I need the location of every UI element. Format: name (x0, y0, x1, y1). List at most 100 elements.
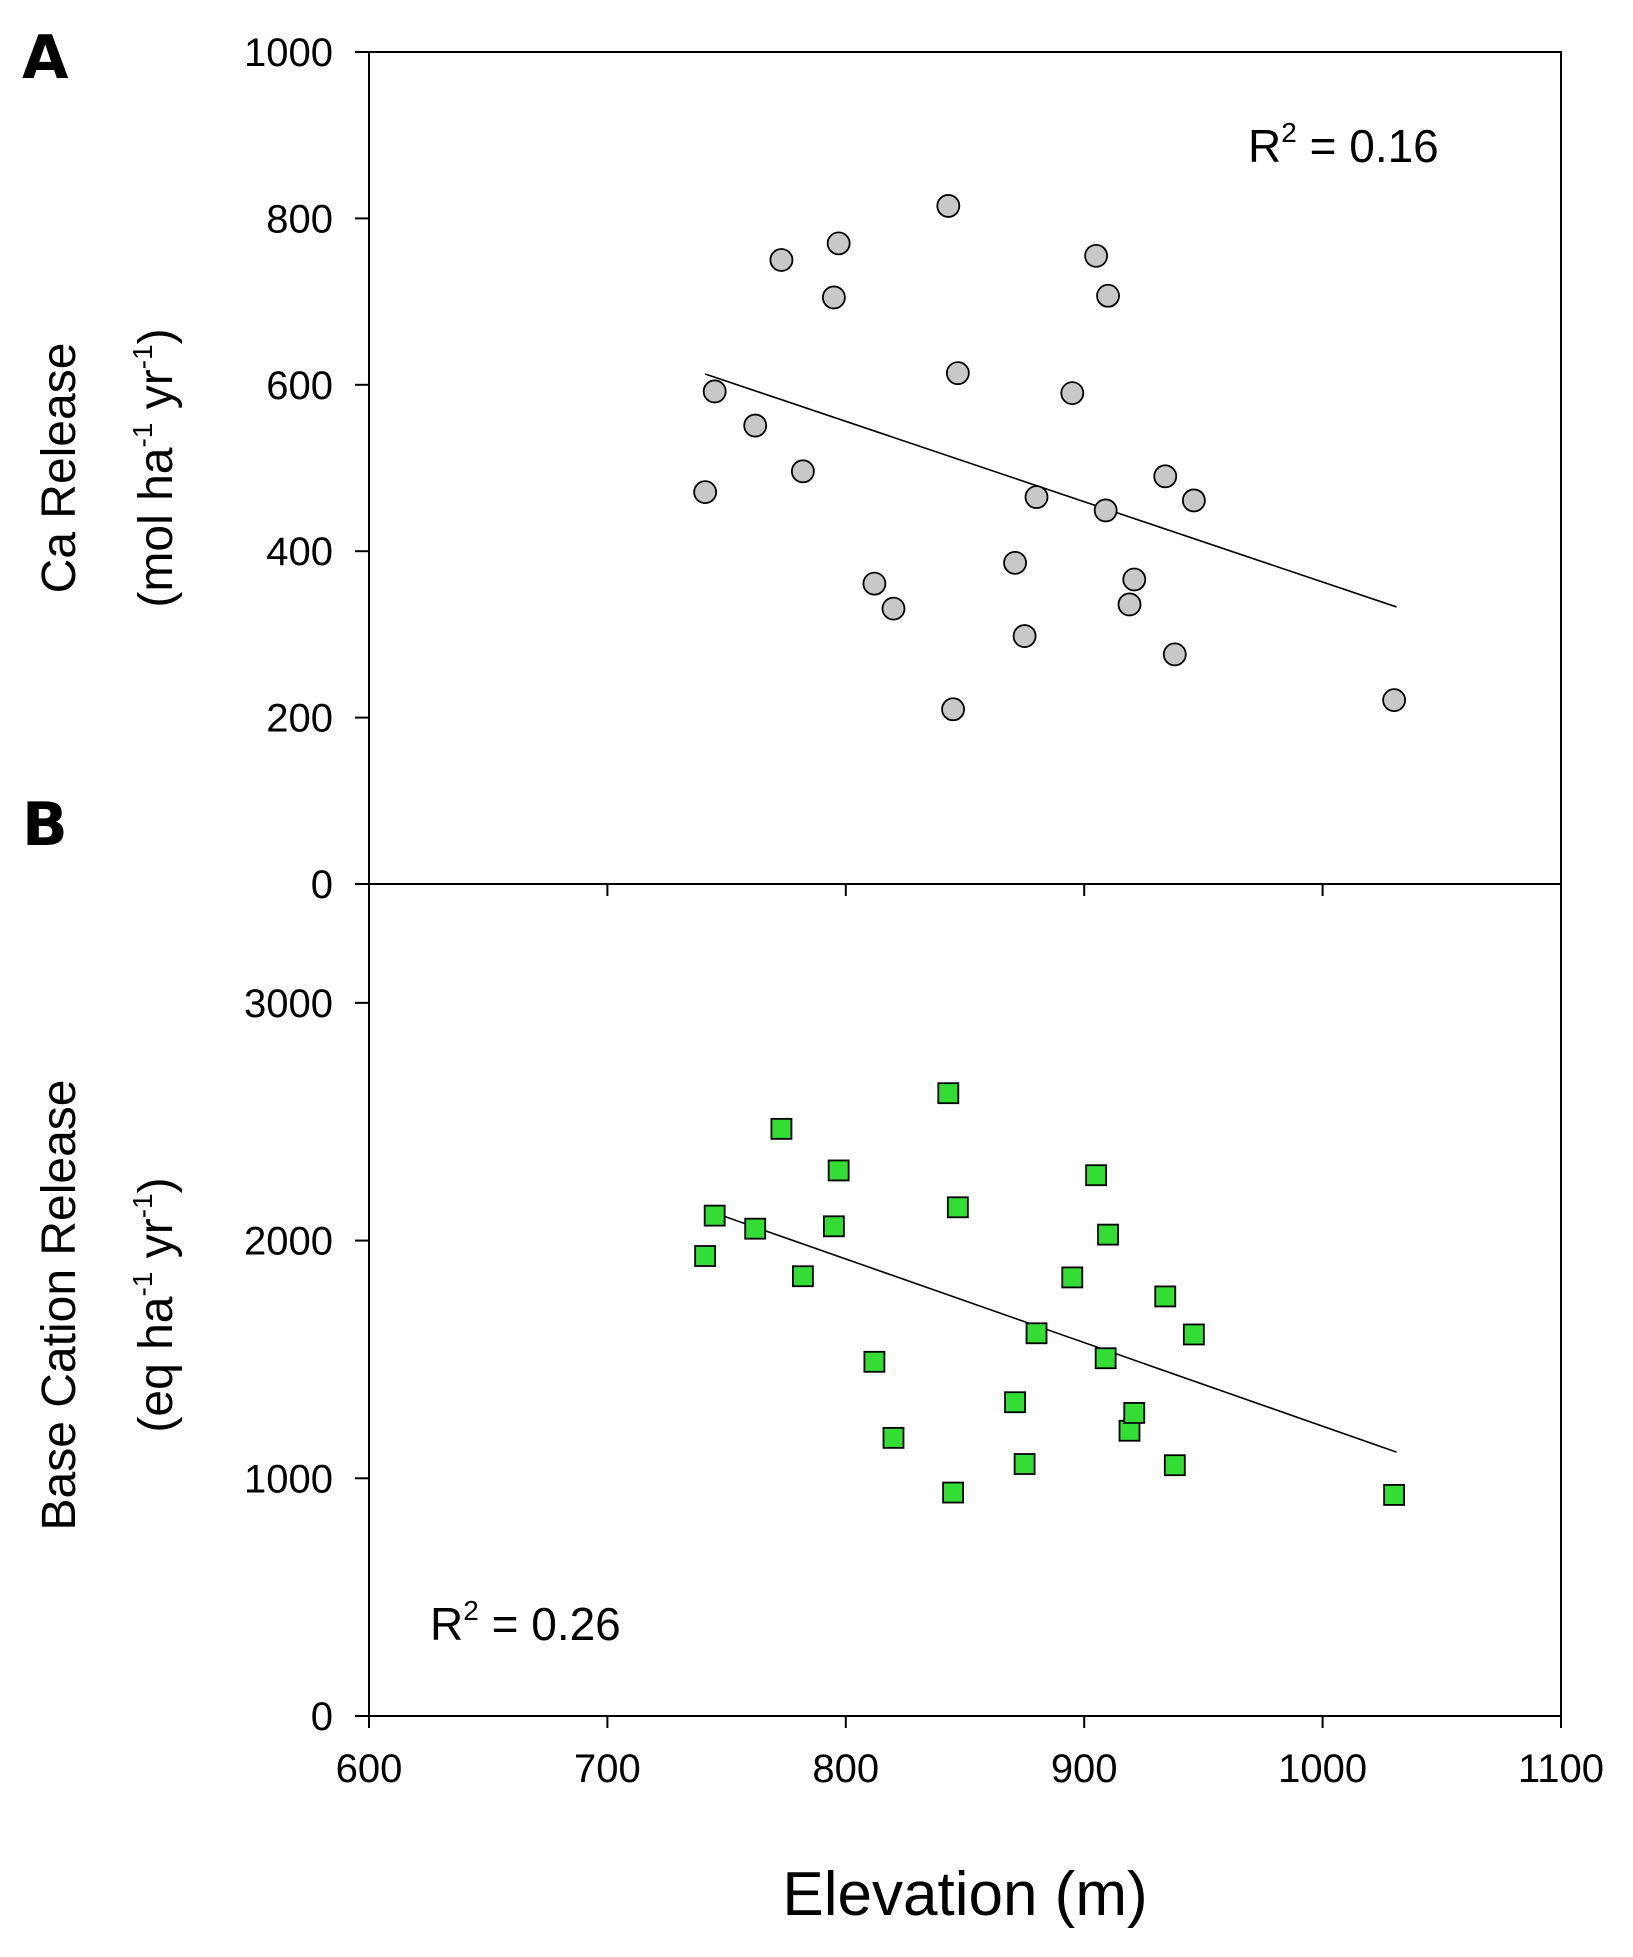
y-tick-label: 800 (266, 197, 333, 241)
data-point (1013, 1453, 1036, 1475)
unit-sup2: -1 (127, 344, 158, 369)
panel-a-ylabel-units: (mol ha-1 yr-1) (127, 328, 183, 607)
data-point (1382, 688, 1407, 713)
y-tick-label: 3000 (244, 982, 333, 1026)
data-point (1060, 381, 1085, 406)
data-point (790, 459, 815, 484)
panel-b: 0 1000 2000 3000 600 700 800 900 1000 1100 R2 = … (33, 883, 1604, 1929)
data-point (1094, 1347, 1117, 1370)
data-point (1025, 1322, 1048, 1345)
unit-sup1: -1 (127, 1272, 158, 1297)
panel-a-points (693, 194, 1407, 722)
panel-a-frame (368, 51, 1562, 885)
panel-a-r-squared: R2 = 0.16 (1248, 117, 1439, 172)
data-point (743, 413, 768, 438)
panel-a: 0 200 400 600 800 1000 R2 = 0.16 Ca Release (… (33, 31, 1562, 907)
data-point (1153, 464, 1178, 489)
data-point (882, 1426, 905, 1449)
y-tick-label: 0 (311, 863, 333, 907)
y-tick-label: 1000 (244, 31, 333, 75)
r2-sup: 2 (463, 1595, 479, 1626)
data-point (1123, 1402, 1146, 1424)
panel-b-ylabel-units: (eq ha-1 yr-1) (127, 1177, 183, 1432)
data-point (1097, 1223, 1119, 1246)
data-point (1154, 1285, 1177, 1308)
data-point (946, 1196, 969, 1219)
panel-b-frame (368, 883, 1562, 1717)
unit-post: ) (130, 328, 183, 344)
data-point (862, 571, 887, 596)
data-point (1181, 488, 1206, 513)
r2-sup: 2 (1281, 117, 1297, 148)
r2-base: R (1248, 120, 1281, 172)
x-tick-label: 1000 (1278, 1747, 1367, 1791)
data-point (821, 285, 846, 310)
data-point (702, 379, 727, 404)
panel-a-x-ticks (368, 884, 1562, 896)
y-tick-label: 2000 (244, 1220, 333, 1264)
data-point (1004, 1391, 1026, 1414)
unit-mid: yr (130, 369, 183, 422)
data-point (1084, 243, 1109, 268)
data-point (693, 480, 718, 505)
panel-b-letter: B (22, 790, 68, 860)
data-point (863, 1350, 886, 1373)
y-tick-label: 400 (266, 530, 333, 574)
y-tick-label: 1000 (244, 1457, 333, 1501)
unit-sup2: -1 (127, 1193, 158, 1218)
data-point (1093, 498, 1118, 523)
r2-base: R (430, 1598, 463, 1650)
data-point (694, 1245, 717, 1267)
x-tick-label: 800 (812, 1747, 879, 1791)
data-point (937, 1082, 960, 1105)
unit-sup1: -1 (127, 423, 158, 448)
panel-b-x-ticks: 600 700 800 900 1000 1100 (336, 1716, 1604, 1791)
data-point (945, 361, 970, 386)
data-point (936, 194, 961, 218)
unit-pre: (mol ha (130, 447, 183, 607)
data-point (1096, 283, 1120, 308)
unit-pre: (eq ha (130, 1296, 183, 1432)
data-point (942, 1481, 964, 1504)
data-point (1122, 567, 1147, 592)
panel-a-y-ticks: 0 200 400 600 800 1000 (244, 31, 369, 907)
data-point (791, 1265, 814, 1288)
data-point (826, 231, 851, 256)
panel-b-ylabel: Base Cation Release (33, 1080, 86, 1531)
x-tick-label: 700 (574, 1747, 641, 1791)
panel-a-letter: A (22, 23, 69, 93)
x-tick-label: 900 (1051, 1747, 1118, 1791)
unit-mid: yr (130, 1218, 183, 1271)
x-tick-label: 600 (336, 1747, 403, 1791)
x-axis-label: Elevation (m) (782, 1860, 1147, 1929)
data-point (744, 1217, 767, 1240)
y-tick-label: 0 (311, 1695, 333, 1739)
y-tick-label: 600 (266, 364, 333, 408)
data-point (822, 1215, 845, 1238)
x-tick-label: 1100 (1518, 1747, 1604, 1791)
y-tick-label: 200 (266, 697, 333, 741)
data-point (1085, 1164, 1108, 1187)
data-point (1182, 1323, 1205, 1346)
data-point (1012, 624, 1037, 648)
data-point (1383, 1484, 1406, 1506)
r2-rest: = 0.26 (479, 1598, 621, 1650)
data-point (1163, 1454, 1186, 1477)
data-point (1061, 1266, 1084, 1289)
data-point (770, 1117, 793, 1140)
data-point (1024, 485, 1049, 510)
data-point (1162, 642, 1187, 667)
panel-b-y-ticks: 0 1000 2000 3000 (244, 982, 369, 1739)
data-point (1003, 550, 1027, 575)
panel-b-r-squared: R2 = 0.26 (430, 1595, 621, 1650)
data-point (769, 248, 794, 272)
r2-rest: = 0.16 (1297, 120, 1439, 172)
data-point (703, 1204, 726, 1227)
data-point (881, 596, 906, 621)
data-point (827, 1159, 850, 1182)
data-point (941, 697, 965, 722)
panel-b-points (694, 1082, 1406, 1506)
panel-a-ylabel: Ca Release (33, 343, 86, 594)
panel-a-trendline (704, 373, 1397, 608)
